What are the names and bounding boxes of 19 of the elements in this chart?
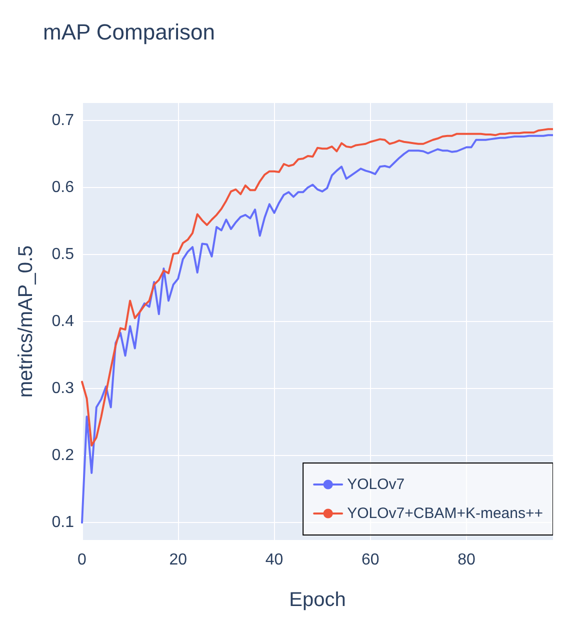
y-tick-label: 0.4 — [52, 313, 74, 330]
y-axis-title: metrics/mAP_0.5 — [15, 245, 37, 398]
x-tick-label: 0 — [78, 552, 87, 568]
y-tick-label: 0.6 — [52, 178, 74, 196]
y-tick-label: 0.7 — [52, 112, 74, 129]
x-tick-label: 20 — [169, 552, 188, 568]
x-tick-label: 80 — [458, 552, 476, 568]
y-tick-label: 0.3 — [52, 380, 74, 398]
y-tick-label: 0.5 — [52, 246, 74, 263]
y-tick-label: 0.2 — [52, 447, 74, 464]
x-axis-title: Epoch — [289, 589, 346, 611]
legend-label: YOLOv7 — [347, 476, 405, 493]
line-series — [81, 128, 553, 446]
y-tick-label: 0.1 — [52, 514, 74, 532]
line-series — [81, 134, 553, 524]
x-tick-label: 40 — [265, 552, 284, 568]
chart-title: mAP Comparison — [43, 20, 215, 44]
legend-label: YOLOv7+CBAM+K-means++ — [347, 505, 544, 522]
x-tick-label: 60 — [361, 552, 380, 568]
